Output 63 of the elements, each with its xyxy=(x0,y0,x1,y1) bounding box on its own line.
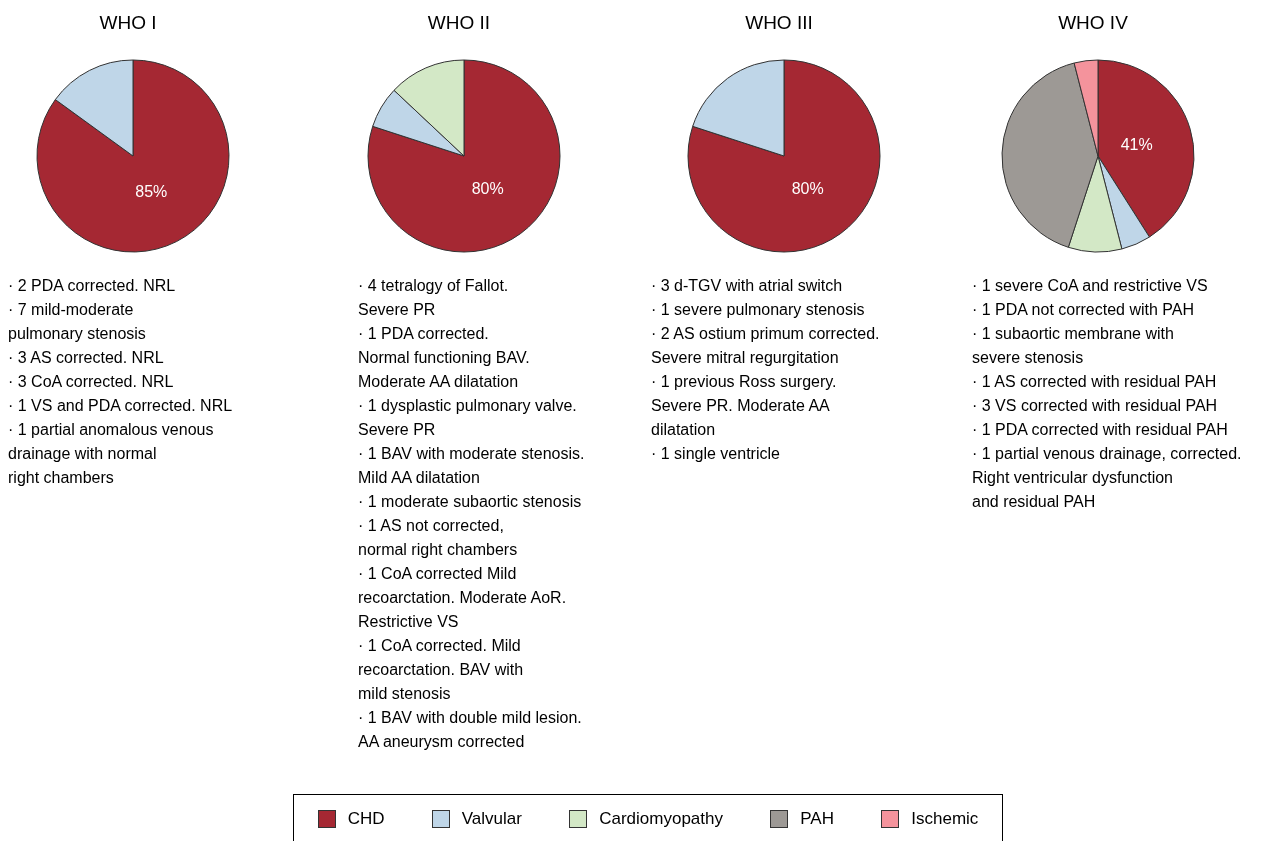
text: · 1 previous Ross surgery. xyxy=(651,372,838,392)
text: dilatation xyxy=(651,420,717,440)
text: Moderate AA dilatation xyxy=(358,372,520,392)
text: · 1 AS corrected with residual PAH xyxy=(972,372,1218,392)
text: · 1 CoA corrected Mild xyxy=(358,564,518,584)
chart-title: WHO III xyxy=(744,12,814,34)
legend-label: Ischemic xyxy=(911,809,979,829)
chart-title: WHO I xyxy=(98,12,158,34)
text: Severe PR. Moderate AA xyxy=(651,396,831,416)
text: · 2 PDA corrected. NRL xyxy=(8,276,177,296)
text: · 3 AS corrected. NRL xyxy=(8,348,165,368)
text: severe stenosis xyxy=(972,348,1085,368)
text: Severe mitral regurgitation xyxy=(651,348,840,368)
text: · 1 partial venous drainage, corrected. xyxy=(972,444,1242,464)
text: mild stenosis xyxy=(358,684,452,704)
text: Restrictive VS xyxy=(358,612,460,632)
data-label: 80% xyxy=(471,180,504,198)
text: · 1 BAV with double mild lesion. xyxy=(358,708,583,728)
text: · 4 tetralogy of Fallot. xyxy=(358,276,510,296)
text: · 1 PDA corrected with residual PAH xyxy=(972,420,1229,440)
text: recoarctation. Moderate AoR. xyxy=(358,588,568,608)
text: · 1 PDA not corrected with PAH xyxy=(972,300,1195,320)
text: recoarctation. BAV with xyxy=(358,660,525,680)
data-label: 80% xyxy=(791,180,824,198)
text: · 1 severe CoA and restrictive VS xyxy=(972,276,1209,296)
pie-slice xyxy=(687,59,881,253)
text: · 1 subaortic membrane with xyxy=(972,324,1175,344)
text: · 3 d-TGV with atrial switch xyxy=(651,276,844,296)
text: · 1 BAV with moderate stenosis. xyxy=(358,444,585,464)
text: · 7 mild-moderate xyxy=(8,300,135,320)
data-label: 85% xyxy=(135,183,168,201)
text: AA aneurysm corrected xyxy=(358,732,526,752)
text: · 1 single ventricle xyxy=(651,444,781,464)
text: · 1 PDA corrected. xyxy=(358,324,490,344)
text: · 1 moderate subaortic stenosis xyxy=(358,492,583,512)
text: right chambers xyxy=(8,468,115,488)
text: Severe PR xyxy=(358,300,437,320)
text: · 1 dysplastic pulmonary valve. xyxy=(358,396,578,416)
text: · 1 VS and PDA corrected. NRL xyxy=(8,396,233,416)
text: · 3 VS corrected with residual PAH xyxy=(972,396,1219,416)
text: · 1 partial anomalous venous xyxy=(8,420,215,440)
text: pulmonary stenosis xyxy=(8,324,147,344)
text: drainage with normal xyxy=(8,444,158,464)
legend-label: PAH xyxy=(800,809,834,829)
text: normal right chambers xyxy=(358,540,519,560)
text: · 2 AS ostium primum corrected. xyxy=(651,324,880,344)
text: · 1 CoA corrected. Mild xyxy=(358,636,522,656)
text: Mild AA dilatation xyxy=(358,468,481,488)
text: Right ventricular dysfunction xyxy=(972,468,1174,488)
chart-title: WHO IV xyxy=(1057,12,1129,34)
chart-title: WHO II xyxy=(426,12,492,34)
legend-label: Cardiomyopathy xyxy=(599,809,723,829)
text: and residual PAH xyxy=(972,492,1097,512)
pie-slice xyxy=(36,59,230,253)
text: Severe PR xyxy=(358,420,437,440)
text: · 1 AS not corrected, xyxy=(358,516,505,536)
text: · 1 severe pulmonary stenosis xyxy=(651,300,866,320)
pie-slice xyxy=(367,59,561,253)
data-label: 41% xyxy=(1120,136,1153,154)
text: Normal functioning BAV. xyxy=(358,348,531,368)
legend-label: CHD xyxy=(347,809,385,829)
legend-label: Valvular xyxy=(461,809,522,829)
text: · 3 CoA corrected. NRL xyxy=(8,372,175,392)
